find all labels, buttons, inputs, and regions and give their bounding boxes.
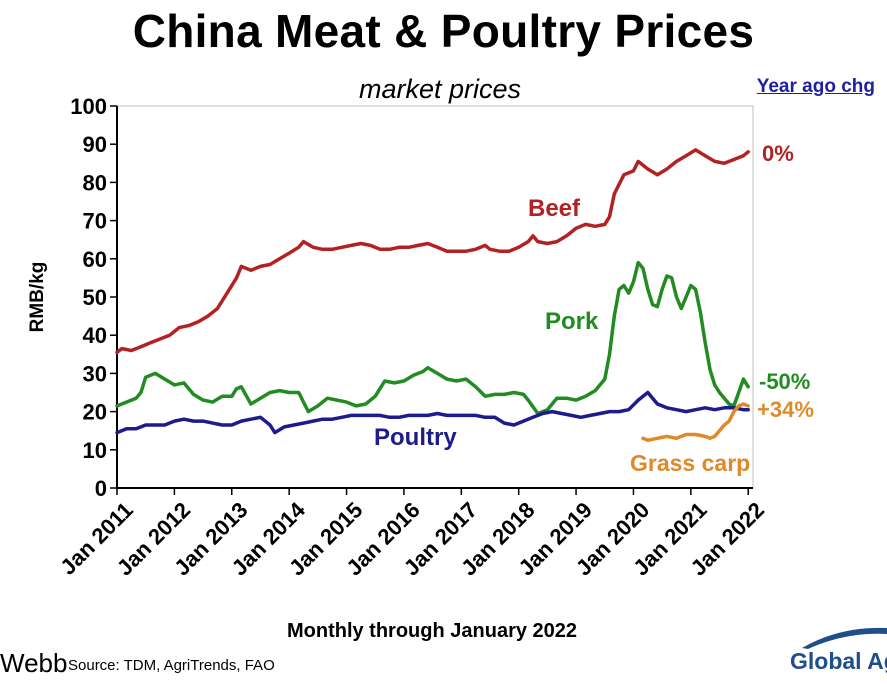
y-tick-label: 80 — [83, 170, 107, 195]
y-tick-label: 90 — [83, 132, 107, 157]
x-axis-label: Monthly through January 2022 — [287, 620, 577, 642]
series-label-pork: Pork — [545, 308, 599, 335]
series-label-poultry: Poultry — [374, 424, 457, 451]
series-line-beef — [115, 148, 750, 355]
series-label-beef: Beef — [528, 195, 581, 222]
y-tick-label: 70 — [83, 209, 107, 234]
source-note: Source: TDM, AgriTrends, FAO — [68, 657, 275, 674]
global-ag-logo-swoosh — [802, 627, 887, 649]
webb-logo: Webb — [0, 648, 68, 678]
y-tick-label: 100 — [70, 94, 107, 119]
y-tick-label: 10 — [83, 438, 107, 463]
y-tick-label: 20 — [83, 400, 107, 425]
series-line-grass-carp — [641, 402, 750, 443]
chart-subtitle: market prices — [358, 74, 522, 104]
series-label-grass-carp: Grass carp — [630, 450, 750, 476]
chart-title: China Meat & Poultry Prices — [132, 5, 755, 57]
y-tick-label: 40 — [83, 323, 107, 348]
year-ago-change-beef: 0% — [762, 141, 794, 166]
year-ago-change-pork: -50% — [759, 369, 810, 394]
y-axis-label: RMB/kg — [27, 262, 48, 333]
year-ago-change-header: Year ago chg — [756, 76, 875, 97]
global-ag-logo: Global Ag — [790, 648, 887, 674]
series-line-pork — [115, 260, 750, 416]
year-ago-change-grass-carp: +34% — [757, 397, 814, 422]
y-tick-label: 30 — [83, 361, 107, 386]
series-line-poultry — [115, 390, 750, 435]
y-tick-label: 50 — [83, 285, 107, 310]
y-tick-label: 60 — [83, 247, 107, 272]
y-tick-label: 0 — [95, 476, 107, 501]
